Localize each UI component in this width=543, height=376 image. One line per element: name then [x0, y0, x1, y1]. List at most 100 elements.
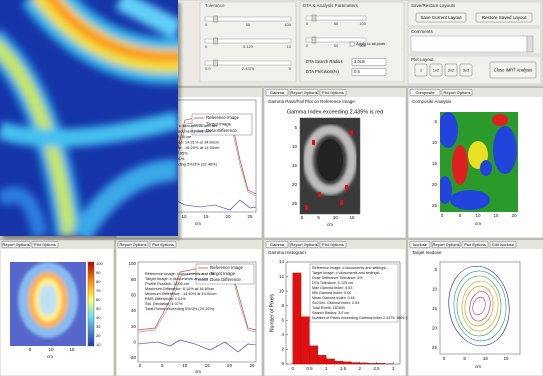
- dropdown[interactable]: [351, 68, 387, 76]
- button-label[interactable]: Plot Options: [464, 242, 486, 247]
- button-label[interactable]: Plot Options: [322, 242, 344, 247]
- slider-track[interactable]: [305, 15, 367, 21]
- button-label[interactable]: Close IMRT Analysis: [494, 67, 532, 72]
- button[interactable]: [265, 240, 289, 249]
- y-tick-label: 10: [279, 288, 285, 293]
- slider-track[interactable]: [204, 16, 292, 22]
- button[interactable]: [1, 240, 31, 249]
- composite-region: [440, 176, 452, 204]
- slider-track[interactable]: [204, 38, 292, 44]
- checkbox[interactable]: [349, 41, 355, 47]
- button[interactable]: [475, 12, 533, 23]
- button-label[interactable]: Composite: [415, 90, 435, 95]
- button-label[interactable]: Isodose: [413, 242, 428, 247]
- colorbar-label: 20: [96, 333, 101, 338]
- y-tick-label: 6: [281, 317, 284, 322]
- fail-pixel: [318, 192, 321, 197]
- button[interactable]: [444, 63, 458, 77]
- label: 0: [306, 43, 309, 48]
- button[interactable]: [441, 88, 473, 97]
- label: Target Image: c:\documents and settings\…: [312, 271, 383, 275]
- button[interactable]: [149, 240, 177, 249]
- comments-box[interactable]: [410, 35, 528, 53]
- x-tick-label: 10: [48, 347, 54, 352]
- button-label[interactable]: Report Options: [3, 242, 30, 247]
- bar: [342, 361, 352, 365]
- button[interactable]: [414, 63, 428, 77]
- button-label[interactable]: Plot Options: [322, 90, 344, 95]
- x-tick-label: 15: [493, 213, 499, 218]
- slider-thumb[interactable]: [213, 59, 218, 67]
- y-tick-label: 5: [434, 267, 437, 272]
- button[interactable]: [489, 240, 517, 249]
- button-label[interactable]: Plot Options: [152, 242, 174, 247]
- fail-pixel: [312, 140, 315, 145]
- button[interactable]: [319, 240, 347, 249]
- button-label[interactable]: Report Options: [444, 90, 471, 95]
- panel-title: Target Isodose: [412, 250, 442, 255]
- label[interactable]: 3.0cm: [354, 59, 366, 64]
- isodose-line: [469, 291, 491, 322]
- slider-thumb[interactable]: [213, 15, 218, 23]
- button[interactable]: [459, 63, 473, 77]
- button[interactable]: [289, 240, 319, 249]
- button-label[interactable]: Report Options: [291, 242, 318, 247]
- button[interactable]: [31, 240, 59, 249]
- legend: [195, 263, 255, 285]
- button[interactable]: [117, 240, 149, 249]
- y-tick-label: 2: [281, 347, 284, 352]
- label: Mean Gamma Index: 0.46: [312, 296, 355, 300]
- button-label[interactable]: Gamma: [270, 90, 285, 95]
- slider-thumb[interactable]: [311, 14, 317, 22]
- button[interactable]: [431, 240, 461, 249]
- y-tick-label: 25: [432, 345, 438, 350]
- bar: [292, 272, 302, 365]
- label: 100: [359, 21, 366, 26]
- label: Maximum Difference: 8.10% at 16.60cm: [145, 286, 214, 291]
- heatmap-band: [47, 0, 178, 62]
- button[interactable]: [319, 88, 347, 97]
- button-label[interactable]: 2x2: [448, 67, 455, 72]
- fail-pixel: [350, 130, 353, 135]
- y-tick-label: 4: [281, 332, 284, 337]
- label: DTA Precision(%): [306, 69, 339, 74]
- slider-track[interactable]: [204, 60, 292, 66]
- button-label[interactable]: Gamma: [270, 242, 285, 247]
- composite-blobs: [440, 112, 517, 210]
- slider-thumb[interactable]: [213, 37, 218, 45]
- isodose-area: [439, 261, 521, 355]
- label: Profile Position: 14.00 cm: [145, 281, 189, 286]
- button-label[interactable]: Plot Options: [34, 242, 56, 247]
- button[interactable]: [461, 240, 489, 249]
- button-label[interactable]: 3x3: [463, 67, 470, 72]
- button-label[interactable]: Report Options: [291, 90, 318, 95]
- button[interactable]: [429, 63, 443, 77]
- composite-region: [493, 126, 517, 174]
- button[interactable]: [289, 88, 319, 97]
- button-label[interactable]: Restore Saved Layout: [482, 15, 527, 20]
- button-label[interactable]: Report Options: [120, 242, 147, 247]
- button-label[interactable]: 1: [420, 67, 423, 72]
- label[interactable]: 0.5: [354, 69, 360, 74]
- button[interactable]: [265, 88, 289, 97]
- button[interactable]: [409, 240, 431, 249]
- button-label[interactable]: 1x2: [433, 67, 440, 72]
- bar: [309, 345, 319, 365]
- label: Total Pixels: 187690: [312, 306, 345, 310]
- slider-track[interactable]: [305, 37, 367, 43]
- dose-blobs: [18, 262, 78, 338]
- x-tick-label: 10: [182, 363, 188, 368]
- dropdown[interactable]: [351, 58, 387, 66]
- button[interactable]: [489, 61, 537, 79]
- button-label[interactable]: Report Options: [433, 242, 460, 247]
- label: 50: [334, 43, 339, 48]
- button[interactable]: [409, 88, 441, 97]
- button-label[interactable]: Edit Isodose: [492, 242, 515, 247]
- legend-label: Dose Difference: [206, 128, 237, 133]
- isodose-line: [464, 285, 494, 327]
- x-tick-label: 5: [29, 347, 32, 352]
- button[interactable]: [415, 12, 467, 23]
- slider-thumb[interactable]: [311, 36, 317, 44]
- button-label[interactable]: Save Current Layout: [420, 15, 462, 20]
